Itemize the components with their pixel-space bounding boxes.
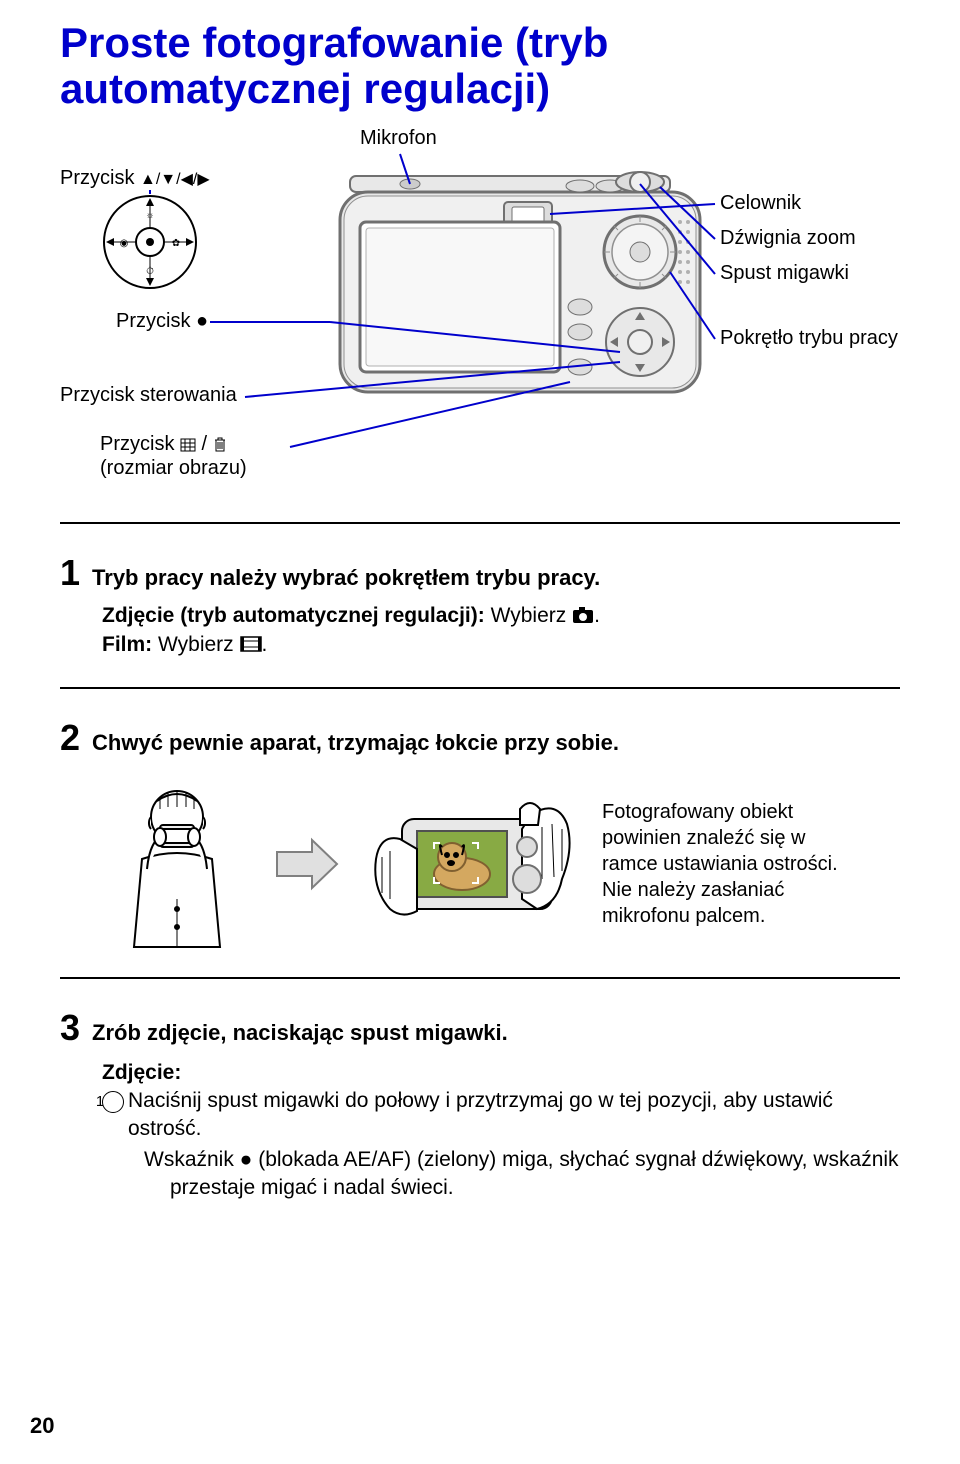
- step-2: 2 Chwyć pewnie aparat, trzymając łokcie …: [60, 689, 900, 977]
- label-modedial: Pokrętło trybu pracy: [720, 327, 898, 350]
- step1-line-a-action: Wybierz: [491, 604, 573, 627]
- svg-text:☼: ☼: [145, 210, 154, 221]
- step-1-body: Zdjęcie (tryb automatycznej regulacji): …: [102, 602, 900, 659]
- step-2-text: Fotografowany obiekt powinien znaleźć si…: [602, 799, 862, 929]
- camera-diagram: Przycisk ▲/▼/◀/▶ ☼ ⏱ ◉ ✿ Przycisk ● Przy…: [60, 132, 900, 512]
- camera-icon: [572, 606, 594, 624]
- step-1-title: Tryb pracy należy wybrać pokrętłem trybu…: [92, 565, 600, 591]
- step-1-number: 1: [60, 552, 80, 594]
- page-title: Proste fotografowanie (tryb automatyczne…: [60, 20, 900, 112]
- person-holding-camera-illustration: [102, 779, 252, 949]
- dpad-icon: ☼ ⏱ ◉ ✿: [100, 192, 200, 292]
- step3-para1-text: Naciśnij spust migawki do połowy i przyt…: [128, 1089, 833, 1140]
- step1-line-b-action: Wybierz: [158, 633, 240, 656]
- grid-icon: [180, 438, 196, 452]
- label-size-button: Przycisk / (rozmiar obrazu): [100, 432, 247, 480]
- step1-line-b-prefix: Film:: [102, 633, 158, 656]
- step-2-title: Chwyć pewnie aparat, trzymając łokcie pr…: [92, 730, 619, 756]
- svg-text:✿: ✿: [172, 238, 180, 249]
- film-icon: [240, 635, 262, 653]
- camera-back-illustration: [330, 152, 710, 412]
- arrow-right-icon: [272, 834, 342, 894]
- step-3-para2: Wskaźnik ● (blokada AE/AF) (zielony) mig…: [170, 1146, 900, 1203]
- label-zoom: Dźwignia zoom: [720, 227, 856, 250]
- label-mic: Mikrofon: [360, 127, 437, 150]
- circled-1-icon: 1: [102, 1091, 124, 1113]
- step-3-subheading: Zdjęcie:: [102, 1061, 900, 1085]
- label-center-button: Przycisk ●: [116, 310, 208, 333]
- page-number: 20: [30, 1413, 54, 1439]
- label-dpad: Przycisk ▲/▼/◀/▶: [60, 167, 210, 190]
- step1-line-a-prefix: Zdjęcie (tryb automatycznej regulacji):: [102, 604, 491, 627]
- step-3: 3 Zrób zdjęcie, naciskając spust migawki…: [60, 979, 900, 1230]
- svg-text:◉: ◉: [120, 238, 129, 249]
- label-shutter: Spust migawki: [720, 262, 849, 285]
- step-3-number: 3: [60, 1007, 80, 1049]
- step-1: 1 Tryb pracy należy wybrać pokrętłem try…: [60, 524, 900, 687]
- hands-holding-camera-illustration: [362, 779, 582, 949]
- step-3-para1: 1Naciśnij spust migawki do połowy i przy…: [102, 1087, 900, 1144]
- step-2-number: 2: [60, 717, 80, 759]
- label-dpad-text: Przycisk ▲/▼/◀/▶: [60, 167, 210, 189]
- trash-icon: [213, 436, 227, 452]
- label-viewfinder: Celownik: [720, 192, 801, 215]
- label-control-button: Przycisk sterowania: [60, 384, 237, 407]
- step-3-title: Zrób zdjęcie, naciskając spust migawki.: [92, 1020, 508, 1046]
- svg-text:⏱: ⏱: [146, 266, 154, 277]
